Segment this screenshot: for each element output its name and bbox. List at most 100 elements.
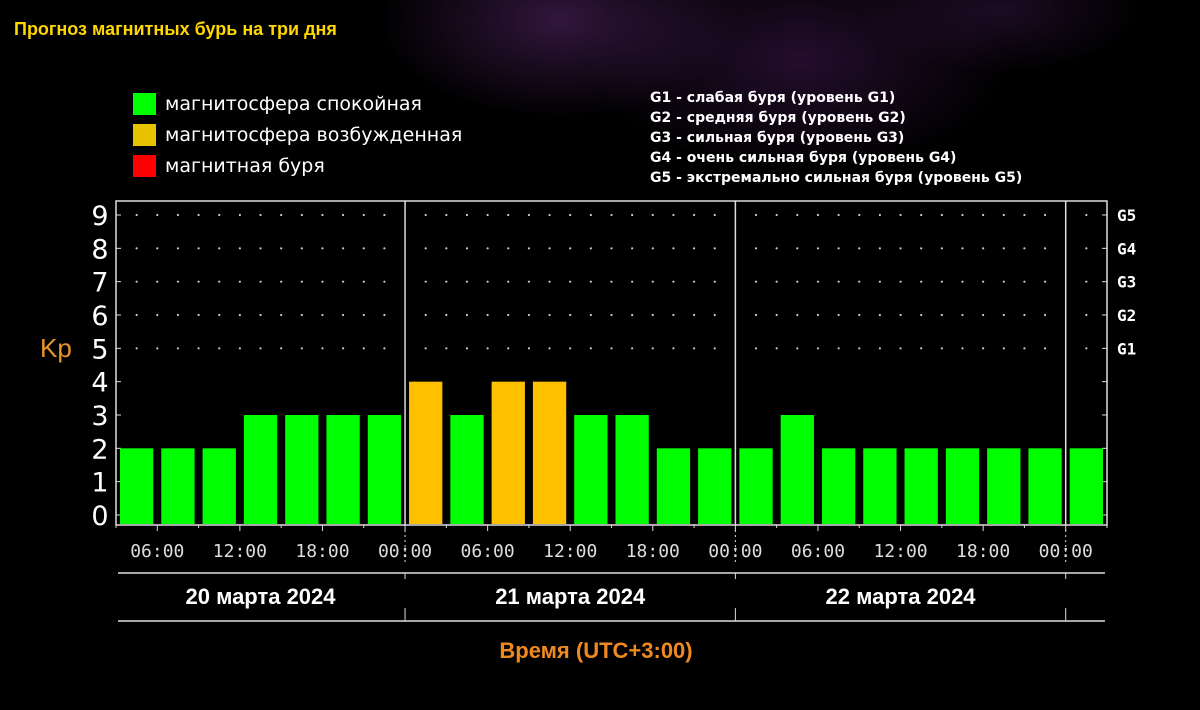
grid-dot: [218, 213, 221, 217]
grid-dot: [940, 347, 943, 350]
grid-dot: [796, 280, 799, 283]
grid-dot: [796, 247, 799, 250]
grid-dot: [362, 247, 365, 250]
x-axis-label-wrap: Время (UTC+3:00): [0, 638, 1200, 664]
date-label: 21 марта 2024: [495, 584, 646, 609]
grid-dot: [507, 213, 510, 217]
grid-dot: [238, 213, 241, 217]
y-tick-label: 0: [91, 501, 108, 532]
grid-dot: [1023, 313, 1026, 317]
grid-dot: [156, 280, 159, 283]
grid-dot: [176, 280, 180, 283]
kp-bar: [656, 448, 691, 524]
grid-dot: [1043, 313, 1047, 317]
grid-dot: [940, 247, 943, 250]
grid-dot: [424, 347, 427, 350]
grid-dot: [878, 313, 881, 317]
grid-dot: [424, 247, 427, 250]
grid-dot: [631, 313, 634, 317]
grid-dot: [300, 247, 303, 250]
kp-bar: [987, 448, 1021, 524]
kp-bar: [574, 415, 608, 524]
grid-dot: [672, 313, 675, 317]
grid-dot: [176, 347, 180, 350]
kp-bar: [450, 415, 484, 524]
grid-dot: [610, 213, 613, 217]
grid-dot: [280, 313, 283, 317]
legend-label: магнитная буря: [165, 154, 325, 177]
grid-dot: [878, 347, 881, 350]
grid-dot: [1043, 213, 1047, 217]
grid-dot: [899, 247, 902, 250]
grid-dot: [548, 280, 551, 283]
legend-label: магнитосфера спокойная: [165, 92, 422, 115]
grid-dot: [816, 247, 820, 250]
kp-bar: [739, 448, 773, 524]
grid-dot: [1002, 247, 1005, 250]
x-tick-label: 06:00: [791, 541, 845, 562]
grid-dot: [176, 247, 180, 250]
grid-dot: [754, 247, 758, 250]
grid-dot: [816, 280, 820, 283]
kp-bar: [326, 415, 360, 524]
grid-dot: [300, 313, 303, 317]
y-tick-label: 6: [91, 301, 108, 332]
kp-bar: [863, 448, 897, 524]
grid-dot: [692, 347, 696, 350]
grid-dot: [486, 213, 489, 217]
x-tick-label: 12:00: [213, 541, 267, 562]
grid-dot: [816, 313, 820, 317]
x-tick-label: 00:00: [1039, 541, 1093, 562]
grid-dot: [982, 347, 985, 350]
grid-dot: [218, 313, 221, 317]
grid-dot: [342, 347, 345, 350]
grid-dot: [197, 347, 200, 350]
grid-dot: [569, 213, 572, 217]
grid-dot: [1023, 247, 1026, 250]
grid-dot: [197, 280, 200, 283]
grid-dot: [775, 247, 778, 250]
kp-bar: [367, 415, 402, 524]
grid-dot: [569, 313, 572, 317]
grid-dot: [961, 313, 964, 317]
x-axis-label: Время (UTC+3:00): [499, 638, 693, 663]
y-tick-label: 4: [91, 368, 108, 399]
y-tick-label: 7: [91, 268, 108, 299]
g-legend-line: G4 - очень сильная буря (уровень G4): [650, 150, 957, 166]
grid-dot: [796, 213, 799, 217]
grid-dot: [486, 347, 489, 350]
grid-dot: [321, 313, 324, 317]
grid-dot: [589, 280, 592, 283]
grid-dot: [651, 313, 654, 317]
grid-dot: [135, 313, 138, 317]
grid-dot: [465, 280, 469, 283]
grid-dot: [713, 247, 716, 250]
g-legend-line: G2 - средняя буря (уровень G2): [650, 110, 906, 126]
status-legend: магнитосфера спокойная магнитосфера возб…: [133, 88, 462, 181]
grid-dot: [1002, 280, 1005, 283]
grid-dot: [548, 347, 551, 350]
g-legend-line: G1 - слабая буря (уровень G1): [650, 90, 896, 106]
kp-bar: [202, 448, 236, 524]
grid-dot: [1023, 347, 1026, 350]
grid-dot: [920, 347, 923, 350]
grid-dot: [631, 247, 634, 250]
grid-dot: [238, 247, 241, 250]
grid-dot: [589, 213, 592, 217]
grid-dot: [858, 313, 861, 317]
grid-dot: [1043, 247, 1047, 250]
grid-dot: [610, 280, 613, 283]
grid-dot: [672, 213, 675, 217]
grid-dot: [342, 247, 345, 250]
grid-dot: [692, 313, 696, 317]
grid-dot: [899, 347, 902, 350]
grid-dot: [527, 247, 531, 250]
grid-dot: [527, 280, 531, 283]
grid-dot: [775, 213, 778, 217]
g-level-label: G5: [1117, 206, 1136, 225]
grid-dot: [713, 213, 716, 217]
kp-bar: [821, 448, 856, 524]
page-title: Прогноз магнитных бурь на три дня: [14, 19, 337, 39]
grid-dot: [321, 247, 324, 250]
g-level-label: G2: [1117, 306, 1136, 325]
